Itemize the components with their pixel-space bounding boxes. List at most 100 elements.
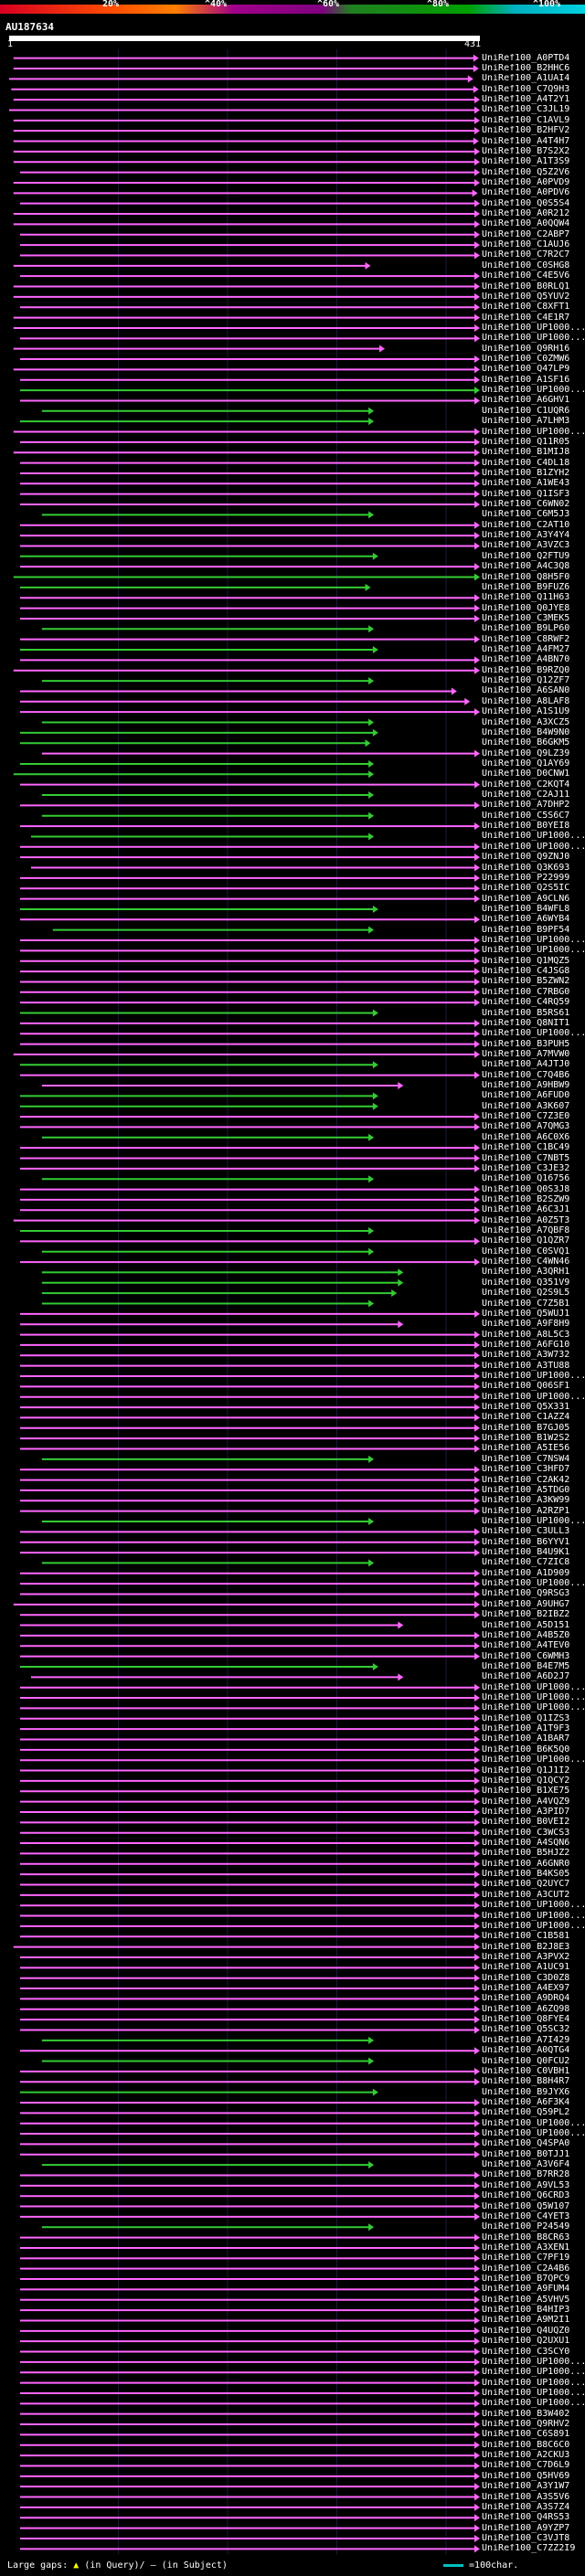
hit-label[interactable]: UniRef100_UP1000... (482, 1579, 584, 1589)
hit-label[interactable]: UniRef100_B4E7M5 (482, 1661, 570, 1671)
hit-label[interactable]: UniRef100_B9FUZ6 (482, 582, 570, 592)
hit-label[interactable]: UniRef100_Q11H63 (482, 593, 570, 603)
hit-label[interactable]: UniRef100_A7DHP2 (482, 800, 570, 811)
hit-label[interactable]: UniRef100_Q351V9 (482, 1277, 570, 1288)
hit-label[interactable]: UniRef100_C4RQ59 (482, 998, 570, 1008)
hit-label[interactable]: UniRef100_Q0JYE8 (482, 603, 570, 613)
hit-label[interactable]: UniRef100_A7LHM3 (482, 417, 570, 427)
hit-label[interactable]: UniRef100_B6GKM5 (482, 738, 570, 748)
hit-label[interactable]: UniRef100_A6FUD0 (482, 1091, 570, 1101)
hit-label[interactable]: UniRef100_UP1000... (482, 2388, 584, 2398)
hit-label[interactable]: UniRef100_Q9RHV2 (482, 2420, 570, 2430)
hit-label[interactable]: UniRef100_Q4SPA0 (482, 2139, 570, 2149)
hit-label[interactable]: UniRef100_C3JL19 (482, 105, 570, 115)
hit-label[interactable]: UniRef100_Q11R05 (482, 437, 570, 447)
hit-label[interactable]: UniRef100_A0QTG4 (482, 2046, 570, 2056)
hit-label[interactable]: UniRef100_C1AUJ6 (482, 240, 570, 250)
hit-label[interactable]: UniRef100_B7S2X2 (482, 146, 570, 156)
hit-label[interactable]: UniRef100_C6WMH3 (482, 1651, 570, 1661)
hit-label[interactable]: UniRef100_Q2S9L5 (482, 1288, 570, 1299)
hit-label[interactable]: UniRef100_A0PTD4 (482, 53, 570, 63)
hit-label[interactable]: UniRef100_B3W402 (482, 2409, 570, 2419)
hit-label[interactable]: UniRef100_A3S5V6 (482, 2492, 570, 2502)
hit-label[interactable]: UniRef100_A4JTJ0 (482, 1060, 570, 1070)
hit-label[interactable]: UniRef100_D0CNW1 (482, 769, 570, 779)
hit-label[interactable]: UniRef100_Q0FCU2 (482, 2056, 570, 2066)
hit-label[interactable]: UniRef100_B4W9N0 (482, 727, 570, 737)
hit-label[interactable]: UniRef100_Q5W107 (482, 2201, 570, 2211)
hit-label[interactable]: UniRef100_UP1000... (482, 1392, 584, 1402)
hit-label[interactable]: UniRef100_A6GHV1 (482, 396, 570, 406)
hit-label[interactable]: UniRef100_B2SZW9 (482, 1194, 570, 1204)
hit-label[interactable]: UniRef100_A9FUM4 (482, 2284, 570, 2295)
hit-label[interactable]: UniRef100_A6FG10 (482, 1340, 570, 1350)
hit-label[interactable]: UniRef100_Q1ISF3 (482, 489, 570, 499)
hit-label[interactable]: UniRef100_A3Y4Y4 (482, 531, 570, 541)
hit-label[interactable]: UniRef100_Q12ZF7 (482, 676, 570, 686)
hit-label[interactable]: UniRef100_P22999 (482, 873, 570, 883)
hit-label[interactable]: UniRef100_UP1000... (482, 1703, 584, 1713)
hit-label[interactable]: UniRef100_UP1000... (482, 1371, 584, 1381)
hit-label[interactable]: UniRef100_A1BAR7 (482, 1734, 570, 1744)
hit-label[interactable]: UniRef100_B9PF54 (482, 925, 570, 935)
hit-label[interactable]: UniRef100_UP1000... (482, 936, 584, 945)
hit-label[interactable]: UniRef100_A4BN70 (482, 655, 570, 665)
hit-label[interactable]: UniRef100_C7Q4B6 (482, 1070, 570, 1080)
hit-label[interactable]: UniRef100_C3D0Z8 (482, 1973, 570, 1983)
hit-label[interactable]: UniRef100_Q9ZNJ0 (482, 853, 570, 863)
hit-label[interactable]: UniRef100_A9CLN6 (482, 894, 570, 904)
hit-label[interactable]: UniRef100_C7NSW4 (482, 1454, 570, 1464)
hit-label[interactable]: UniRef100_A4T4H7 (482, 136, 570, 146)
hit-label[interactable]: UniRef100_A1S1U9 (482, 707, 570, 717)
hit-label[interactable]: UniRef100_UP1000... (482, 1682, 584, 1692)
hit-label[interactable]: UniRef100_C0ZMW6 (482, 355, 570, 365)
hit-label[interactable]: UniRef100_B4HIP3 (482, 2306, 570, 2316)
hit-label[interactable]: UniRef100_A6D2J7 (482, 1672, 570, 1682)
hit-label[interactable]: UniRef100_A2RZP1 (482, 1506, 570, 1516)
hit-label[interactable]: UniRef100_B2IBZ2 (482, 1610, 570, 1620)
hit-label[interactable]: UniRef100_UP1000... (482, 1755, 584, 1765)
hit-label[interactable]: UniRef100_A5IE56 (482, 1444, 570, 1454)
hit-label[interactable]: UniRef100_A1WE43 (482, 479, 570, 489)
hit-label[interactable]: UniRef100_A9DRQ4 (482, 1994, 570, 2004)
hit-label[interactable]: UniRef100_A3K607 (482, 1101, 570, 1111)
hit-label[interactable]: UniRef100_A6F3K4 (482, 2097, 570, 2107)
hit-label[interactable]: UniRef100_Q8H5F0 (482, 572, 570, 582)
hit-label[interactable]: UniRef100_A9UHG7 (482, 1599, 570, 1609)
hit-label[interactable]: UniRef100_Q06SF1 (482, 1382, 570, 1392)
hit-label[interactable]: UniRef100_B6K5Q0 (482, 1744, 570, 1754)
hit-label[interactable]: UniRef100_B5RS61 (482, 1008, 570, 1018)
hit-label[interactable]: UniRef100_B1W2S2 (482, 1434, 570, 1444)
hit-label[interactable]: UniRef100_UP1000... (482, 1911, 584, 1921)
hit-label[interactable]: UniRef100_A0PDV6 (482, 188, 570, 198)
hit-label[interactable]: UniRef100_C4E1R7 (482, 313, 570, 323)
hit-label[interactable]: UniRef100_UP1000... (482, 832, 584, 842)
hit-label[interactable]: UniRef100_B0TJJ1 (482, 2149, 570, 2159)
hit-label[interactable]: UniRef100_A9HBW9 (482, 1081, 570, 1090)
hit-label[interactable]: UniRef100_A3QRH1 (482, 1267, 570, 1277)
hit-label[interactable]: UniRef100_UP1000... (482, 323, 584, 333)
hit-label[interactable]: UniRef100_A3W732 (482, 1351, 570, 1361)
hit-label[interactable]: UniRef100_C7NBT5 (482, 1153, 570, 1163)
hit-label[interactable]: UniRef100_B7RR28 (482, 2170, 570, 2180)
hit-label[interactable]: UniRef100_A7I429 (482, 2035, 570, 2045)
hit-label[interactable]: UniRef100_C3WCS3 (482, 1828, 570, 1838)
hit-label[interactable]: UniRef100_B4WFL8 (482, 904, 570, 914)
hit-label[interactable]: UniRef100_A4SQN6 (482, 1839, 570, 1849)
hit-label[interactable]: UniRef100_A4B5Z0 (482, 1630, 570, 1640)
hit-label[interactable]: UniRef100_Q47LP9 (482, 365, 570, 375)
hit-label[interactable]: UniRef100_B2HFV2 (482, 126, 570, 136)
hit-label[interactable]: UniRef100_A3XEN1 (482, 2242, 570, 2253)
hit-label[interactable]: UniRef100_C5S6C7 (482, 811, 570, 821)
hit-label[interactable]: UniRef100_Q5SC32 (482, 2025, 570, 2035)
hit-label[interactable]: UniRef100_C2AK42 (482, 1475, 570, 1485)
hit-label[interactable]: UniRef100_A6ZQ98 (482, 2004, 570, 2014)
hit-label[interactable]: UniRef100_UP1000... (482, 2357, 584, 2367)
hit-label[interactable]: UniRef100_A7QMG3 (482, 1122, 570, 1132)
hit-label[interactable]: UniRef100_C7D6L9 (482, 2461, 570, 2471)
hit-label[interactable]: UniRef100_C8RWF2 (482, 634, 570, 644)
hit-label[interactable]: UniRef100_B4KS05 (482, 1870, 570, 1880)
hit-label[interactable]: UniRef100_Q2S5IC (482, 884, 570, 894)
hit-label[interactable]: UniRef100_C0SVQ1 (482, 1246, 570, 1256)
hit-label[interactable]: UniRef100_A7QBF8 (482, 1226, 570, 1235)
